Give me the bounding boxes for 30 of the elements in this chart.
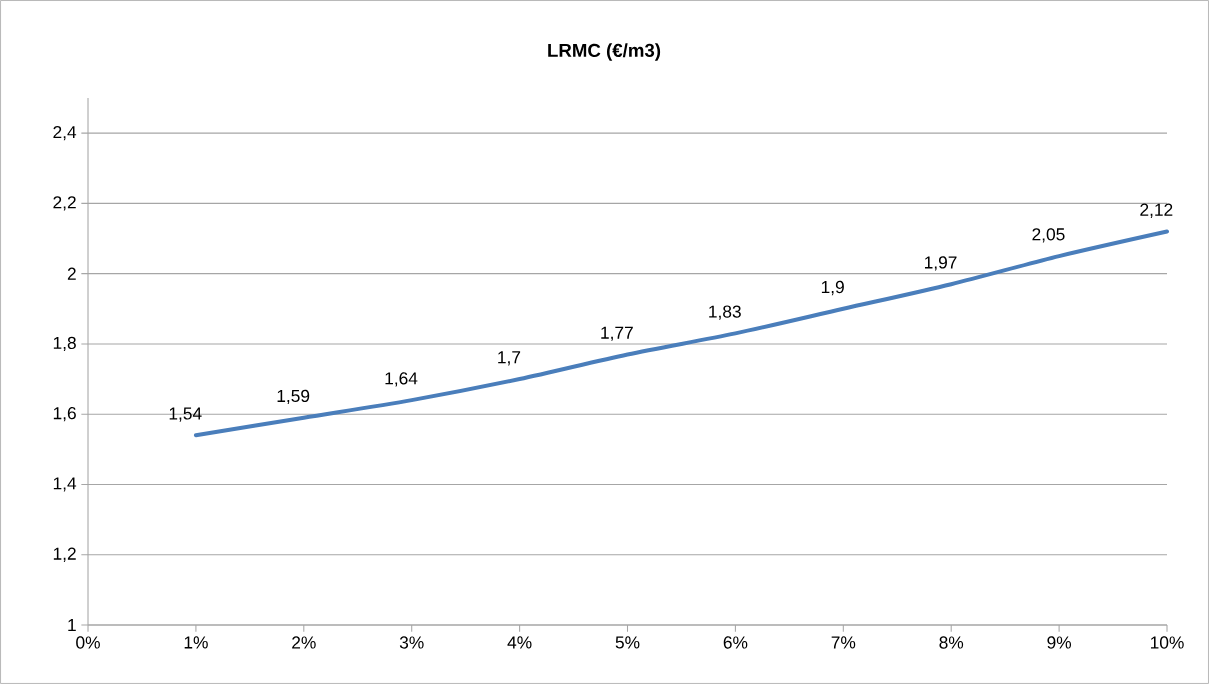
data-label: 1,64 xyxy=(385,372,418,387)
data-label: 1,77 xyxy=(601,326,633,341)
x-tick-label: 3% xyxy=(399,636,424,649)
chart-title: LRMC (€/m3) xyxy=(548,43,661,61)
y-tick-label: 2,4 xyxy=(53,125,77,141)
x-tick-label: 5% xyxy=(615,636,640,649)
y-tick-label: 2 xyxy=(67,267,76,280)
y-tick-label: 1 xyxy=(68,619,76,631)
data-label: 1,59 xyxy=(277,389,310,405)
data-label: 2,12 xyxy=(1140,203,1173,218)
x-tick-label: 1% xyxy=(184,636,208,649)
data-label: 1,54 xyxy=(169,407,202,422)
x-tick-label: 0% xyxy=(76,636,100,649)
y-tick-label: 1,6 xyxy=(53,407,76,422)
data-label: 1,97 xyxy=(924,256,957,271)
data-label: 1,7 xyxy=(498,351,521,366)
y-tick-label: 1,4 xyxy=(53,477,77,492)
x-tick-label: 6% xyxy=(723,636,748,649)
y-tick-label: 1,8 xyxy=(53,336,76,352)
y-tick-label: 2,2 xyxy=(53,196,76,211)
x-tick-label: 10% xyxy=(1150,636,1184,649)
x-tick-label: 4% xyxy=(507,636,532,649)
x-tick-label: 9% xyxy=(1047,636,1072,649)
data-label: 1,83 xyxy=(709,305,741,320)
x-tick-label: 8% xyxy=(939,636,964,649)
data-label: 1,9 xyxy=(821,280,844,296)
y-tick-label: 1,2 xyxy=(53,547,76,562)
x-tick-label: 2% xyxy=(292,636,316,649)
x-tick-label: 7% xyxy=(831,636,856,649)
data-label: 2,05 xyxy=(1032,228,1065,243)
